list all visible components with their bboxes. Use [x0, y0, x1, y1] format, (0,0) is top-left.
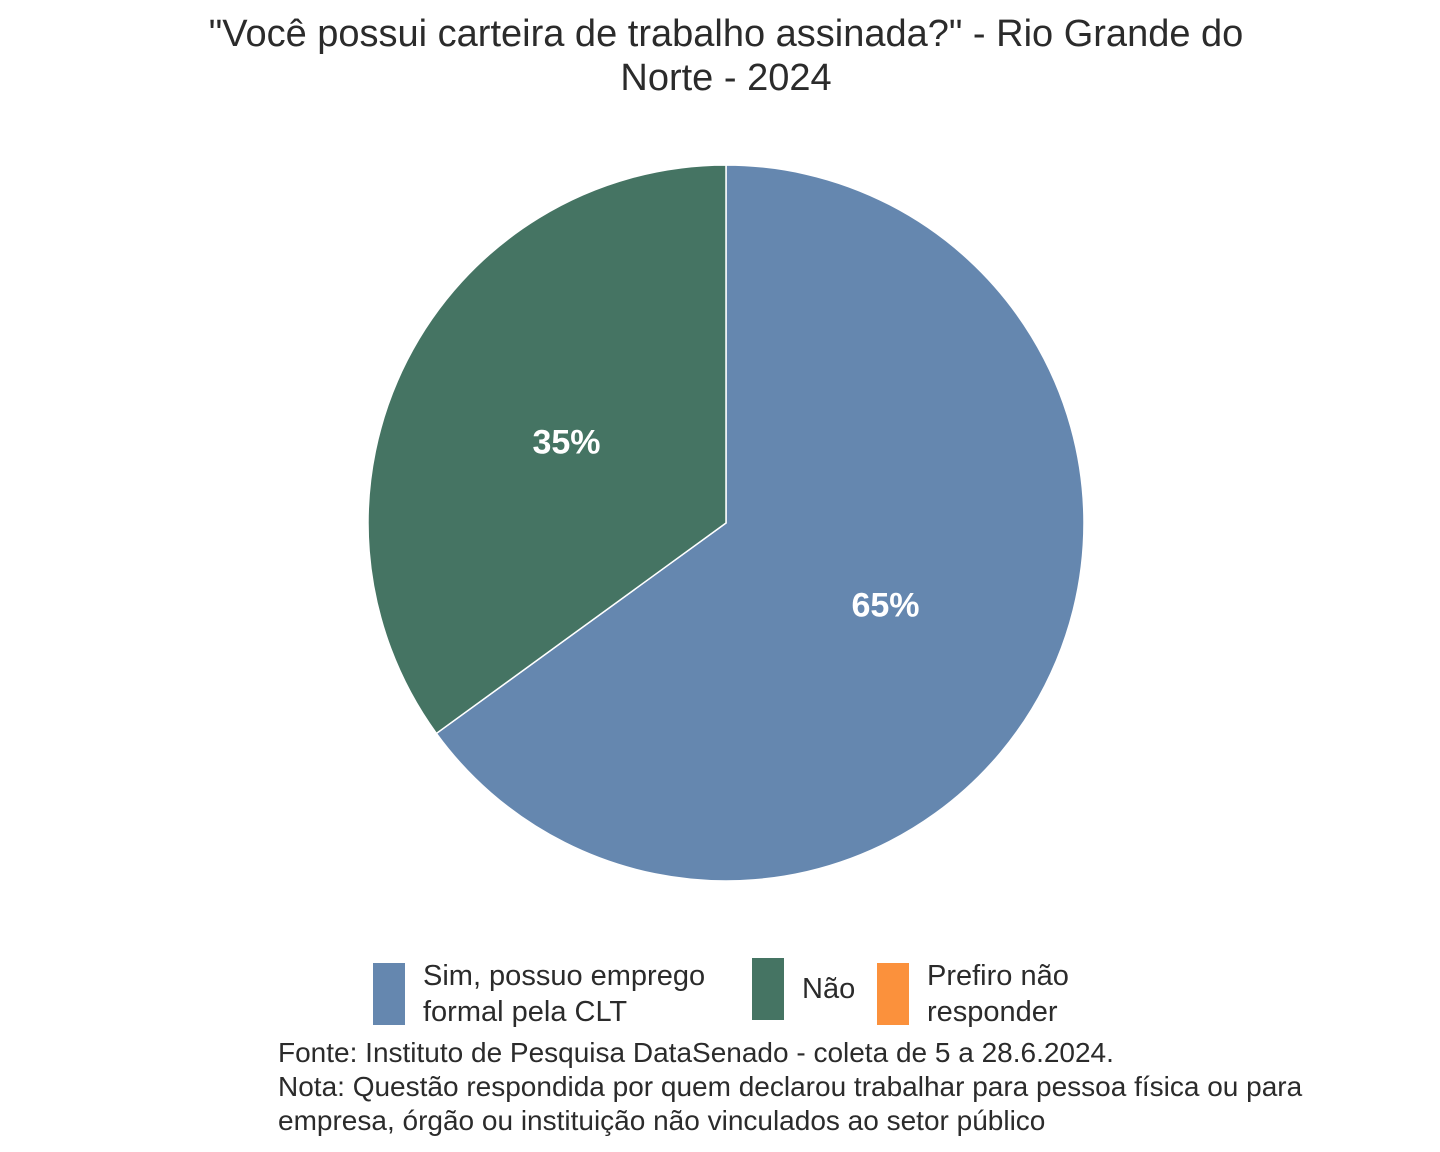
legend-label: formal pela CLT — [423, 996, 628, 1028]
chart-title: "Você possui carteira de trabalho assina… — [0, 12, 1440, 100]
caption-note-2: empresa, órgão ou instituição não vincul… — [278, 1105, 1046, 1136]
pie-slice-1 — [367, 164, 727, 735]
legend-key-nao — [752, 958, 784, 1020]
legend-item-nao: Não — [752, 958, 855, 1020]
legend-label: Sim, possuo emprego — [423, 960, 706, 992]
caption-source: Fonte: Instituto de Pesquisa DataSenado … — [278, 1037, 1114, 1068]
legend-label: responder — [927, 996, 1058, 1028]
caption-note-1: Nota: Questão respondida por quem declar… — [278, 1071, 1303, 1102]
legend-item-prefiro: Prefiro não responder — [877, 958, 1069, 1030]
title-line-1: "Você possui carteira de trabalho assina… — [208, 13, 1244, 55]
legend-item-sim: Sim, possuo emprego formal pela CLT — [373, 958, 705, 1030]
title-line-2: Norte - 2024 — [620, 57, 832, 99]
legend-key-sim — [373, 963, 405, 1025]
caption: Fonte: Instituto de Pesquisa DataSenado … — [278, 1036, 1302, 1138]
slice-label-1: 35% — [532, 424, 600, 462]
legend-label: Prefiro não — [927, 960, 1069, 992]
legend-key-prefiro — [877, 963, 909, 1025]
slice-label-0: 65% — [851, 586, 919, 624]
pie-slice-0 — [435, 164, 1085, 882]
legend-label: Não — [802, 973, 856, 1005]
pie-chart: 65% 35% — [367, 164, 1085, 882]
